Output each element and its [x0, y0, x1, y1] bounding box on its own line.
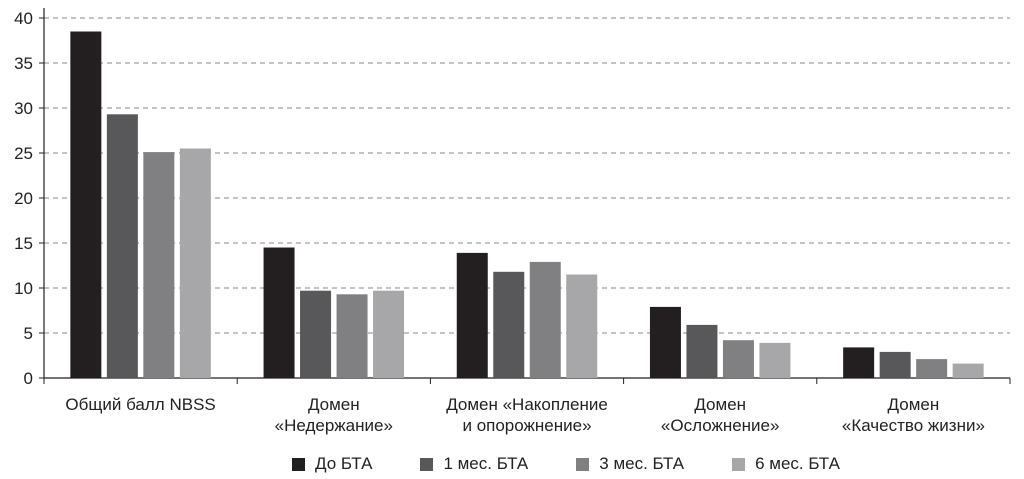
bar	[686, 324, 718, 378]
bar	[916, 359, 948, 378]
legend-item: 3 мес. БТА	[576, 454, 684, 474]
bar	[300, 290, 332, 378]
legend-item: 1 мес. БТА	[420, 454, 528, 474]
bar-chart: 0 5 10 15 20 25 30 35 40 Общий балл NBSS Домен «Нед…	[14, 8, 1011, 435]
x-category-label: Домен «Накопление	[446, 395, 608, 414]
legend-swatch	[732, 457, 746, 471]
y-tick-label: 5	[24, 324, 33, 343]
x-category-label: «Недержание»	[275, 416, 393, 435]
legend-swatch	[292, 457, 305, 471]
bar	[336, 294, 368, 378]
y-tick-label: 10	[14, 279, 33, 298]
bar	[843, 347, 875, 378]
x-category-label: Домен	[888, 395, 940, 414]
x-category-label: Домен	[308, 395, 360, 414]
y-tick-label: 30	[14, 99, 33, 118]
y-tick-label: 35	[14, 54, 33, 73]
x-category-label: «Качество жизни»	[842, 416, 985, 435]
bar	[649, 306, 681, 378]
bar	[493, 271, 525, 378]
legend-label: 1 мес. БТА	[443, 454, 529, 473]
legend-swatch	[420, 457, 434, 471]
bar	[263, 247, 295, 378]
bar	[722, 340, 754, 378]
bar	[566, 274, 598, 378]
bar	[879, 351, 911, 378]
y-tick-label: 25	[14, 144, 33, 163]
bar	[70, 31, 102, 378]
legend-item: До БТА	[292, 454, 372, 474]
legend-item: 6 мес. БТА	[732, 454, 840, 474]
bar	[179, 148, 211, 378]
bar	[106, 114, 138, 379]
legend-label: До БТА	[315, 454, 373, 473]
legend-label: 3 мес. БТА	[599, 454, 685, 473]
x-category-label: Домен	[694, 395, 746, 414]
y-tick-label: 15	[14, 234, 33, 253]
y-tick-label: 0	[24, 369, 33, 388]
bar	[759, 342, 791, 378]
legend-label: 6 мес. БТА	[755, 454, 840, 473]
y-tick-label: 20	[14, 189, 33, 208]
bar	[143, 152, 175, 378]
legend-swatch	[576, 457, 590, 471]
bar	[529, 261, 561, 378]
bar	[952, 363, 984, 378]
x-category-label: «Осложнение»	[661, 416, 780, 435]
chart-legend: До БТА 1 мес. БТА 3 мес. БТА 6 мес. БТА	[292, 453, 888, 475]
x-category-label: Общий балл NBSS	[65, 395, 215, 414]
y-tick-label: 40	[14, 9, 33, 28]
bar	[456, 252, 488, 378]
bar	[373, 290, 405, 378]
x-category-label: и опорожнение»	[462, 416, 591, 435]
